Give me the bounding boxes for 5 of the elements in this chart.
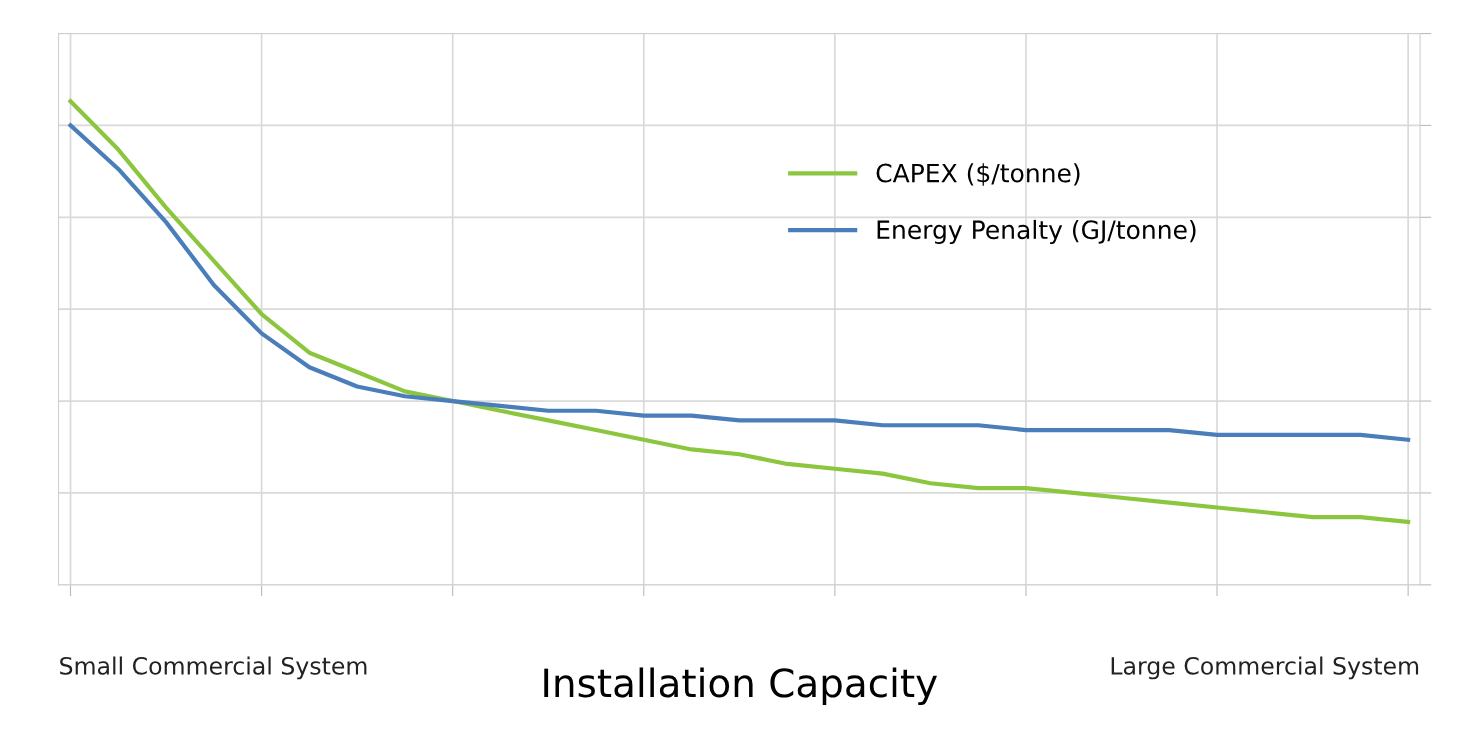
x-axis-title: Installation Capacity <box>544 667 938 706</box>
text: Large Commercial System <box>1111 656 1419 680</box>
legend-label: CAPEX ($/tonne) <box>876 163 1080 186</box>
legend-label: Energy Penalty (GJ/tonne) <box>877 219 1196 245</box>
text: Small Commercial System <box>60 656 367 680</box>
